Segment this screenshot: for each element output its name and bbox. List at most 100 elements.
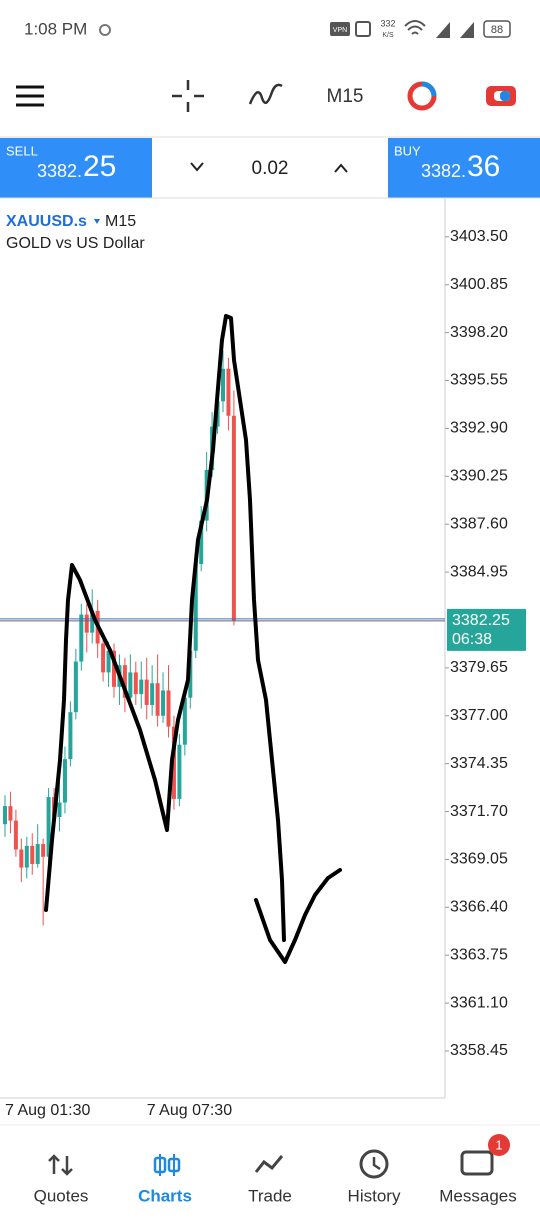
candle-body <box>112 650 116 687</box>
trade-icon <box>254 1155 284 1173</box>
sell-price-main: 3382. <box>37 161 82 181</box>
messages-badge-count: 1 <box>495 1137 502 1152</box>
candle-body <box>79 614 84 662</box>
nfc-icon <box>355 21 371 37</box>
candle-body <box>84 614 89 633</box>
candle-body <box>133 672 138 695</box>
history-icon <box>359 1149 389 1179</box>
y-tick-label: 3392.90 <box>450 420 508 437</box>
candle-body <box>101 643 106 673</box>
charts-icon <box>153 1156 167 1174</box>
candle-body <box>231 415 236 621</box>
messages-icon <box>460 1150 494 1176</box>
y-tick-label: 3358.45 <box>450 1042 508 1059</box>
indicators-button[interactable] <box>248 83 283 105</box>
sell-button[interactable]: SELL 3382. 25 <box>0 138 152 198</box>
charts-icon-2 <box>167 1157 181 1173</box>
nav-label[interactable]: Charts <box>138 1186 192 1205</box>
vpn-badge <box>330 22 350 36</box>
status-time: 1:08 PM <box>24 19 87 38</box>
volume-up[interactable] <box>334 163 348 173</box>
objects-button[interactable] <box>407 81 437 111</box>
settings-icon <box>99 24 111 36</box>
nav-label[interactable]: Quotes <box>34 1186 89 1205</box>
y-tick-label: 3400.85 <box>450 276 508 293</box>
y-tick-label: 3374.35 <box>450 755 508 772</box>
candle-body <box>177 744 182 799</box>
symbol-dropdown[interactable] <box>94 219 100 224</box>
candle-body <box>19 849 24 868</box>
y-tick-label: 3363.75 <box>450 946 508 963</box>
timeframe-button[interactable]: M15 <box>327 86 364 107</box>
bid-tag <box>447 608 526 651</box>
y-tick-label: 3384.95 <box>450 563 508 580</box>
candle-body <box>73 661 78 713</box>
nav-label[interactable]: History <box>348 1186 401 1205</box>
candle-body <box>35 844 40 864</box>
chart-timeframe: M15 <box>105 213 136 230</box>
candle-body <box>166 690 171 727</box>
candle-body <box>30 845 35 864</box>
battery-frame <box>483 20 511 38</box>
y-tick-label: 3366.40 <box>450 899 508 916</box>
menu-button[interactable] <box>16 85 44 107</box>
candle-body <box>41 844 46 857</box>
candle-body <box>13 820 18 850</box>
y-tick-label: 3371.70 <box>450 803 508 820</box>
y-tick-label: 3387.60 <box>450 515 508 532</box>
speed-unit: K/S <box>382 32 394 39</box>
candle-body <box>226 368 231 416</box>
y-tick-label: 3395.55 <box>450 372 508 389</box>
candle-body <box>106 650 111 673</box>
buy-button[interactable]: BUY 3382. 36 <box>388 138 540 198</box>
chart-symbol[interactable]: XAUUSD.s <box>6 213 87 230</box>
candle-body <box>122 665 127 698</box>
y-tick-label: 3403.50 <box>450 228 508 245</box>
wifi-icon <box>404 20 426 35</box>
candle-body <box>155 683 160 716</box>
y-tick-label: 3361.10 <box>450 994 508 1011</box>
candle-body <box>144 679 149 705</box>
chart-description: GOLD vs US Dollar <box>6 235 145 252</box>
battery-level: 88 <box>491 24 503 36</box>
y-tick-label: 3379.65 <box>450 659 508 676</box>
nav-label[interactable]: Messages <box>439 1186 516 1205</box>
candle-body <box>171 726 176 799</box>
candle-body <box>128 672 133 698</box>
candle-body <box>46 797 51 857</box>
speed-value: 332 <box>380 18 395 28</box>
messages-badge <box>488 1134 510 1156</box>
vpn-label: VPN <box>333 27 347 34</box>
buy-price-main: 3382. <box>421 161 466 181</box>
plot: 3403.50 3400.85 3398.20 3395.55 3392.90 3390.… <box>0 228 526 1119</box>
candle-body <box>90 610 95 633</box>
candle-body <box>193 563 198 651</box>
x-tick-label: 7 Aug 07:30 <box>147 1102 233 1119</box>
candle-body <box>182 697 187 745</box>
candle-body <box>57 802 62 817</box>
volume[interactable]: 0.02 <box>252 158 289 179</box>
candle-body <box>188 650 193 698</box>
candle-body <box>3 806 7 825</box>
sell-price-pips: 25 <box>83 150 116 183</box>
nav-label[interactable]: Trade <box>248 1186 292 1205</box>
candle-body <box>68 712 73 760</box>
candle-body <box>62 759 67 803</box>
x-tick-label: 7 Aug 01:30 <box>5 1102 91 1119</box>
candle-body <box>199 520 204 564</box>
y-tick-label: 3377.00 <box>450 707 508 724</box>
history-hands <box>372 1157 381 1171</box>
y-tick-label: 3390.25 <box>450 468 508 485</box>
y-tick-label: 3369.05 <box>450 851 508 868</box>
buy-label: BUY <box>394 143 421 158</box>
y-tick-label: 3398.20 <box>450 324 508 341</box>
trade-toggle-button[interactable] <box>486 86 516 106</box>
candle-body <box>150 683 155 705</box>
volume-down[interactable] <box>190 162 204 172</box>
sell-label: SELL <box>6 143 38 158</box>
crosshair-button[interactable] <box>172 80 204 112</box>
bid-tag-countdown: 06:38 <box>452 631 492 648</box>
